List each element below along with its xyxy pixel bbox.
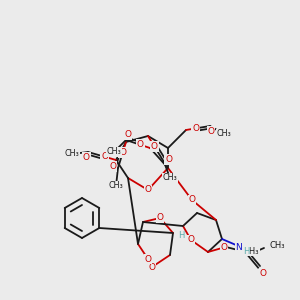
Text: O: O: [124, 130, 131, 139]
Text: O: O: [109, 162, 116, 171]
Text: O: O: [151, 142, 158, 151]
Text: O: O: [220, 244, 227, 253]
Text: O: O: [145, 185, 152, 194]
Text: CH₃: CH₃: [109, 182, 123, 190]
Text: O: O: [101, 152, 108, 161]
Text: O: O: [137, 140, 144, 149]
Text: CH₃: CH₃: [270, 242, 286, 250]
Text: H: H: [178, 232, 184, 241]
Text: CH₃: CH₃: [64, 149, 80, 158]
Text: CH₃: CH₃: [244, 247, 260, 256]
Text: H: H: [243, 247, 249, 256]
Text: O: O: [260, 268, 266, 278]
Text: O: O: [188, 236, 194, 244]
Text: N: N: [236, 242, 242, 251]
Text: O: O: [165, 154, 172, 164]
Text: CH₃: CH₃: [217, 130, 231, 139]
Text: O: O: [157, 214, 164, 223]
Text: O: O: [83, 153, 90, 162]
Text: O: O: [188, 196, 196, 205]
Text: CH₃: CH₃: [106, 148, 122, 157]
Text: O: O: [192, 124, 199, 133]
Text: CH₃: CH₃: [163, 173, 177, 182]
Text: O: O: [119, 148, 126, 157]
Text: O: O: [145, 254, 152, 263]
Text: O: O: [207, 127, 214, 136]
Text: O: O: [148, 262, 155, 272]
